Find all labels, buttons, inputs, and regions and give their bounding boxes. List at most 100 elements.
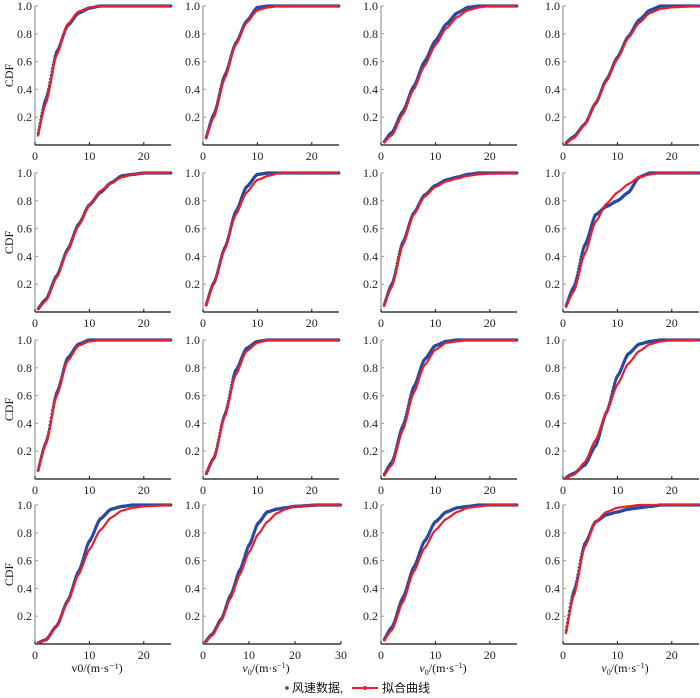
y-tick-label: 0.2 <box>545 444 560 458</box>
x-axis-label-part: 0 <box>607 668 611 677</box>
y-tick-label: 0.8 <box>17 27 32 41</box>
cdf-panel-4: 0.2 0.4 0.6 0.8 1.0 0 10 20 <box>545 0 700 163</box>
y-tick-label: 0.6 <box>185 389 200 403</box>
x-tick-label: 20 <box>666 483 678 497</box>
x-tick-label: 20 <box>666 648 678 662</box>
y-tick-label: 0.6 <box>17 55 32 69</box>
fitted-curve <box>564 171 699 309</box>
x-tick-label: 20 <box>306 149 318 163</box>
x-tick-label: 0 <box>200 648 206 662</box>
y-tick-label: 0.2 <box>363 277 378 291</box>
legend-data-marker <box>285 686 289 690</box>
y-tick-label: 0.8 <box>363 361 378 375</box>
cdf-panel-12: 0.2 0.4 0.6 0.8 1.0 0 10 20 <box>545 333 700 497</box>
y-tick-label: 1.0 <box>17 166 32 180</box>
wind-speed-data-series <box>204 4 341 139</box>
cdf-panel-7: 0.2 0.4 0.6 0.8 1.0 0 10 20 <box>363 166 519 330</box>
y-tick-label: 1.0 <box>545 333 560 347</box>
x-tick-label: 0 <box>560 483 566 497</box>
x-tick-label: 10 <box>611 149 623 163</box>
cdf-panel-8: 0.2 0.4 0.6 0.8 1.0 0 10 20 <box>545 166 700 330</box>
x-axis-label-part: 0 <box>425 668 429 677</box>
y-tick-label: 0.4 <box>17 416 32 430</box>
y-tick-label: 0.6 <box>185 554 200 568</box>
y-tick-label: 0.4 <box>545 416 560 430</box>
y-tick-label: 1.0 <box>545 498 560 512</box>
y-tick-label: 1.0 <box>545 166 560 180</box>
y-tick-label: 1.0 <box>185 333 200 347</box>
x-tick-label: 0 <box>32 316 38 330</box>
y-tick-label: 0.6 <box>17 389 32 403</box>
fitted-curve <box>565 4 699 145</box>
x-tick-label: 0 <box>560 316 566 330</box>
y-tick-label: 0.6 <box>17 222 32 236</box>
y-tick-label: 0.8 <box>17 361 32 375</box>
cdf-panel-3: 0.2 0.4 0.6 0.8 1.0 0 10 20 <box>363 0 519 163</box>
fitted-curve <box>204 338 339 476</box>
x-tick-label: 10 <box>83 149 95 163</box>
x-axis-label-part: v <box>601 661 607 675</box>
y-tick-label: 1.0 <box>185 0 200 13</box>
y-axis-label: CDF <box>2 231 16 255</box>
fitted-curve <box>382 503 517 642</box>
y-tick-label: 0.4 <box>363 82 378 96</box>
wind-speed-data-series <box>382 171 519 307</box>
fitted-curve <box>36 338 171 473</box>
wind-speed-data-series <box>36 171 173 311</box>
y-tick-label: 0.6 <box>185 222 200 236</box>
y-tick-label: 0.6 <box>363 55 378 69</box>
x-tick-label: 20 <box>666 149 678 163</box>
x-tick-label: 0 <box>378 648 384 662</box>
y-tick-label: 0.2 <box>17 444 32 458</box>
fitted-curve <box>382 171 517 308</box>
x-axis-label-part: v <box>419 661 425 675</box>
x-tick-label: 0 <box>200 483 206 497</box>
y-tick-label: 1.0 <box>185 166 200 180</box>
y-tick-label: 0.2 <box>17 110 32 124</box>
y-tick-label: 1.0 <box>363 333 378 347</box>
y-tick-label: 0.8 <box>185 526 200 540</box>
y-tick-label: 0.8 <box>17 194 32 208</box>
fitted-curve <box>36 4 171 137</box>
y-tick-label: 0.2 <box>545 609 560 623</box>
y-tick-label: 1.0 <box>363 498 378 512</box>
x-tick-label: 0 <box>378 483 384 497</box>
x-tick-label: 0 <box>378 149 384 163</box>
x-tick-label: 0 <box>200 149 206 163</box>
x-tick-label: 20 <box>484 648 496 662</box>
x-tick-label: 20 <box>484 149 496 163</box>
y-tick-label: 0.8 <box>545 27 560 41</box>
y-tick-label: 1.0 <box>545 0 560 13</box>
y-tick-label: 0.8 <box>185 194 200 208</box>
y-tick-label: 0.6 <box>545 222 560 236</box>
x-tick-label: 0 <box>378 316 384 330</box>
cdf-panel-13: 0.2 0.4 0.6 0.8 1.0 0 10 20 CDF v0/(m·s⁻¹) <box>2 498 173 675</box>
y-tick-label: 0.2 <box>545 277 560 291</box>
y-tick-label: 0.6 <box>545 554 560 568</box>
wind-speed-data-series <box>204 171 341 307</box>
x-axis-label: v0/(m·s⁻¹) <box>71 661 122 675</box>
x-tick-label: 10 <box>243 648 255 662</box>
cdf-panel-5: 0.2 0.4 0.6 0.8 1.0 0 10 20 CDF <box>2 166 173 330</box>
x-tick-label: 0 <box>32 483 38 497</box>
y-tick-label: 0.8 <box>17 526 32 540</box>
y-tick-label: 0.2 <box>363 444 378 458</box>
x-tick-label: 20 <box>484 483 496 497</box>
y-tick-label: 0.6 <box>17 554 32 568</box>
x-tick-label: 20 <box>484 316 496 330</box>
y-tick-label: 0.6 <box>363 222 378 236</box>
wind-speed-data-series <box>204 338 341 476</box>
y-tick-label: 0.4 <box>17 249 32 263</box>
x-tick-label: 20 <box>138 316 150 330</box>
x-tick-label: 20 <box>138 483 150 497</box>
x-tick-label: 30 <box>335 648 347 662</box>
x-axis-label: v0/(m·s−1) <box>419 661 466 677</box>
x-tick-label: 10 <box>429 316 441 330</box>
x-tick-label: 0 <box>32 648 38 662</box>
wind-speed-data-series <box>382 503 519 642</box>
y-tick-label: 0.6 <box>545 389 560 403</box>
x-tick-label: 10 <box>83 648 95 662</box>
